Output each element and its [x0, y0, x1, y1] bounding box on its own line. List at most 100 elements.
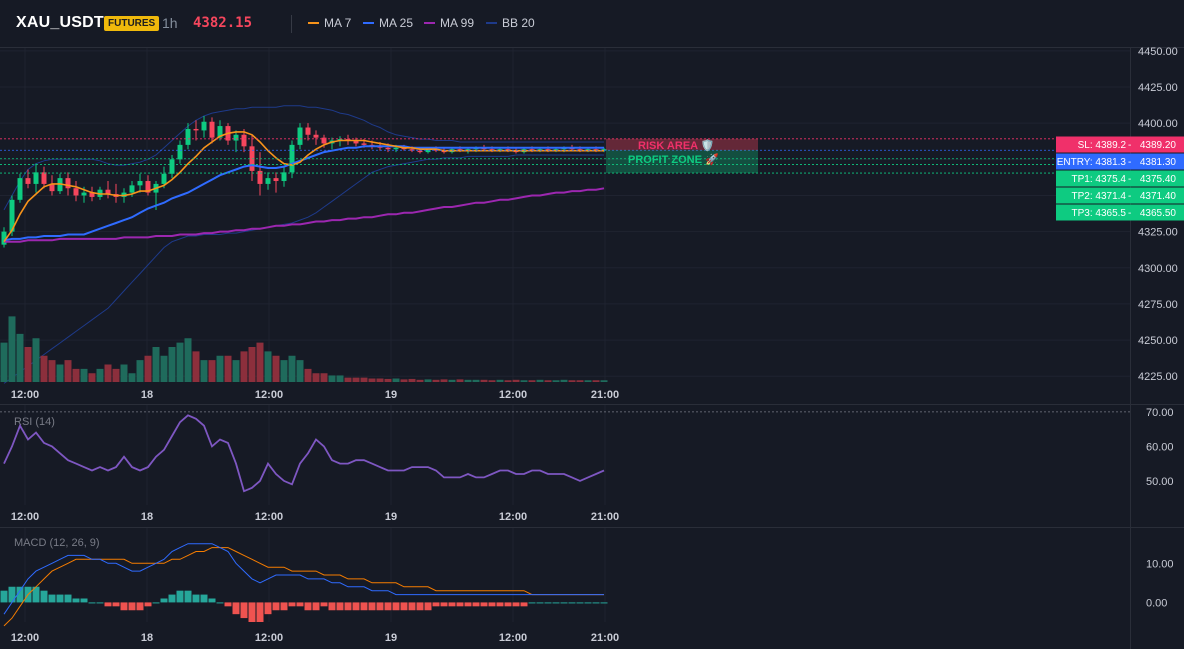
- candle-body: [65, 178, 71, 189]
- macd-histogram-bar: [16, 586, 24, 603]
- volume-bar: [240, 351, 248, 382]
- volume-bar: [600, 380, 608, 382]
- volume-bar: [224, 355, 232, 382]
- volume-bar: [368, 378, 376, 382]
- volume-bar: [400, 379, 408, 382]
- volume-bar: [416, 379, 424, 382]
- profit-zone: [606, 150, 758, 174]
- macd-histogram-bar: [336, 602, 344, 611]
- volume-bar: [568, 380, 576, 382]
- price-tick-label: 4225.00: [1138, 371, 1178, 383]
- legend-ma99-swatch: [424, 22, 435, 24]
- volume-bar: [520, 380, 528, 382]
- volume-bar: [472, 379, 480, 382]
- volume-bar: [464, 379, 472, 382]
- last-price: 4382.15: [193, 15, 253, 31]
- level-tag-entry: [1056, 153, 1184, 170]
- candle-body: [145, 181, 151, 193]
- symbol-name[interactable]: XAU_USDT: [16, 14, 104, 31]
- macd-histogram-bar: [224, 602, 232, 607]
- level-sep: -: [1128, 174, 1131, 185]
- legend-ma7-label: MA 7: [324, 16, 352, 30]
- legend-ma99-label: MA 99: [440, 16, 475, 30]
- candle-body: [393, 147, 399, 150]
- price-tick-label: 4250.00: [1138, 335, 1178, 347]
- volume-bar: [560, 379, 568, 382]
- macd-histogram-bar: [160, 598, 168, 603]
- candle-body: [425, 149, 431, 153]
- volume-bar: [256, 342, 264, 382]
- macd-histogram-bar: [192, 594, 200, 603]
- rsi-tick-label: 50.00: [1146, 476, 1174, 488]
- volume-bar: [360, 377, 368, 382]
- macd-histogram-bar: [520, 602, 528, 607]
- legend-ma7[interactable]: MA 7: [308, 16, 351, 30]
- level-tag-sl: [1056, 136, 1184, 153]
- volume-bar: [512, 379, 520, 382]
- volume-bar: [344, 377, 352, 382]
- level-price-sl: 4389.20: [1140, 140, 1177, 151]
- time-tick-label: 19: [385, 511, 397, 523]
- macd-histogram-bar: [376, 602, 384, 611]
- macd-histogram-bar: [232, 602, 240, 615]
- candle-body: [41, 172, 47, 184]
- volume-bar: [304, 368, 312, 382]
- macd-histogram-bar: [152, 602, 160, 604]
- volume-bar: [264, 351, 272, 382]
- macd-histogram-bar: [320, 602, 328, 607]
- volume-bar: [152, 347, 160, 382]
- macd-histogram-bar: [144, 602, 152, 607]
- price-tick-label: 4425.00: [1138, 82, 1178, 94]
- time-tick-label: 12:00: [255, 632, 283, 644]
- legend-bb20-label: BB 20: [502, 16, 535, 30]
- legend-ma25[interactable]: MA 25: [363, 16, 413, 30]
- legend-ma7-swatch: [308, 22, 319, 24]
- volume-bar: [144, 355, 152, 382]
- macd-histogram-bar: [536, 602, 544, 604]
- volume-bar: [24, 347, 32, 382]
- macd-histogram-bar: [368, 602, 376, 611]
- macd-histogram-bar: [584, 602, 592, 604]
- candle-body: [33, 172, 39, 184]
- level-tag-tp3: [1056, 204, 1184, 221]
- time-tick-label: 12:00: [255, 511, 283, 523]
- time-tick-label: 19: [385, 632, 397, 644]
- macd-histogram-bar: [344, 602, 352, 611]
- macd-histogram-bar: [304, 602, 312, 611]
- candle-body: [257, 170, 263, 184]
- candle-body: [9, 199, 15, 232]
- macd-histogram-bar: [392, 602, 400, 611]
- macd-histogram-bar: [328, 602, 336, 611]
- macd-histogram-bar: [504, 602, 512, 607]
- macd-histogram-bar: [184, 590, 192, 603]
- macd-histogram-bar: [512, 602, 520, 607]
- candle-body: [161, 173, 167, 184]
- legend-bb20[interactable]: BB 20: [486, 16, 535, 30]
- price-tick-label: 4275.00: [1138, 299, 1178, 311]
- macd-tick-label: 10.00: [1146, 558, 1174, 570]
- volume-bar: [104, 364, 112, 382]
- candle-body: [169, 159, 175, 174]
- volume-bar: [200, 360, 208, 382]
- volume-bar: [16, 333, 24, 382]
- macd-histogram-bar: [72, 598, 80, 603]
- price-tick-label: 4400.00: [1138, 118, 1178, 130]
- time-tick-label: 12:00: [11, 511, 39, 523]
- macd-histogram-bar: [592, 602, 600, 604]
- time-tick-label: 18: [141, 632, 153, 644]
- volume-bar: [312, 373, 320, 382]
- price-tick-label: 4450.00: [1138, 46, 1178, 58]
- time-tick-label: 21:00: [591, 389, 619, 401]
- candle-body: [201, 121, 207, 131]
- volume-bar: [120, 364, 128, 382]
- candle-body: [129, 185, 135, 193]
- rsi-tick-label: 60.00: [1146, 441, 1174, 453]
- level-tag-text-entry: ENTRY: 4381.3: [1057, 157, 1127, 168]
- macd-histogram-bar: [136, 602, 144, 611]
- macd-histogram-bar: [560, 602, 568, 604]
- interval-selector[interactable]: 1h: [162, 15, 178, 31]
- legend-ma99[interactable]: MA 99: [424, 16, 474, 30]
- candle-body: [281, 172, 287, 182]
- macd-histogram-bar: [464, 602, 472, 607]
